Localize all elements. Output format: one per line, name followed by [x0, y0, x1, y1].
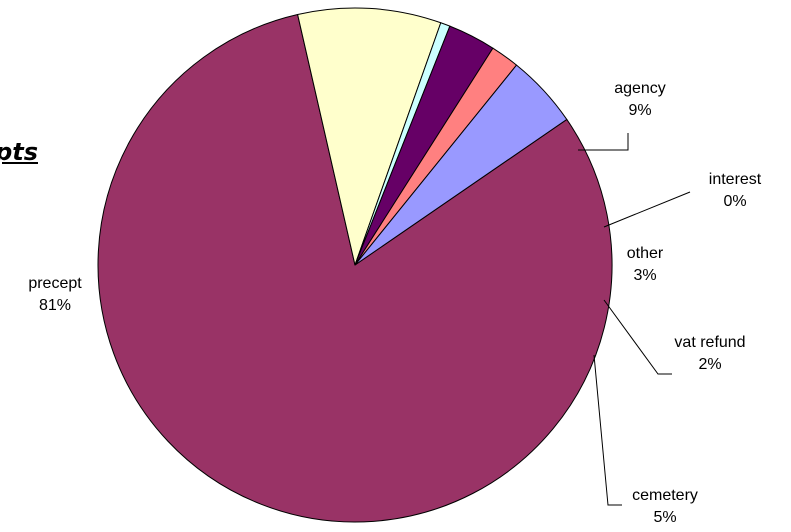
- leader-line-cemetery: [593, 354, 622, 506]
- chart-title-text: pts: [0, 138, 38, 166]
- pie-slice-cemetery: [354, 64, 568, 266]
- data-label-percent-cemetery: 5%: [653, 509, 676, 526]
- leader-lines: [578, 133, 691, 506]
- pie-slice-agency: [297, 7, 442, 266]
- pie-slice-precept: [97, 13, 613, 523]
- data-label-percent-vat-refund: 2%: [698, 356, 721, 373]
- data-label-percent-interest: 0%: [723, 193, 746, 210]
- pie-slices: [97, 7, 613, 523]
- leader-line-agency: [578, 133, 629, 151]
- leader-line-interest: [603, 191, 691, 228]
- data-label-name-interest: interest: [709, 171, 762, 188]
- leader-line-vat-refund: [603, 299, 672, 375]
- data-label-name-precept: precept: [28, 275, 82, 292]
- data-label-name-cemetery: cemetery: [632, 487, 698, 504]
- data-label-name-agency: agency: [614, 80, 666, 97]
- data-label-percent-other: 3%: [633, 267, 656, 284]
- data-label-name-other: other: [627, 245, 664, 262]
- chart-title-fragment: pts: [0, 126, 40, 180]
- data-label-name-vat-refund: vat refund: [674, 334, 745, 351]
- data-label-percent-agency: 9%: [628, 102, 651, 119]
- data-labels: precept 81% agency 9% interest 0% other 3% vat r…: [28, 80, 761, 526]
- data-label-percent-precept: 81%: [39, 297, 71, 314]
